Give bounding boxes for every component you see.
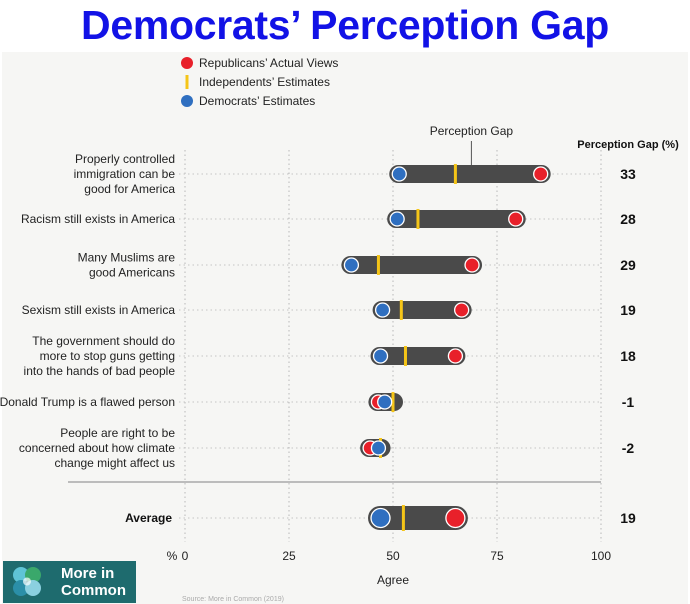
gap-value-5: -1 xyxy=(622,394,635,410)
independents-marker-0 xyxy=(453,164,457,184)
independents-marker-avg xyxy=(401,505,405,531)
republicans-point-0 xyxy=(533,166,549,182)
legend-marker-0 xyxy=(181,57,193,69)
gap-value-0: 33 xyxy=(620,166,636,182)
row-label-6: change might affect us xyxy=(54,456,175,470)
republicans-point-3 xyxy=(453,302,470,318)
democrats-point-2 xyxy=(343,257,360,273)
gap-bar-0 xyxy=(389,165,551,183)
x-tick-label-3: 75 xyxy=(490,549,504,563)
gap-value-avg: 19 xyxy=(620,510,636,526)
x-tick-label-2: 50 xyxy=(386,549,400,563)
gap-column-header: Perception Gap (%) xyxy=(577,139,679,151)
gap-bar-2 xyxy=(341,256,483,274)
democrats-point-1 xyxy=(389,211,405,227)
democrats-point-3 xyxy=(374,302,391,318)
gap-value-1: 28 xyxy=(620,211,636,227)
gap-bar-4 xyxy=(370,347,466,365)
legend-marker-2 xyxy=(181,95,193,107)
row-label-3: Sexism still exists in America xyxy=(22,303,176,317)
democrats-point-avg xyxy=(370,507,391,529)
row-label-0: Properly controlled xyxy=(75,152,175,166)
row-label-2: Many Muslims are xyxy=(78,251,176,265)
republicans-point-1 xyxy=(508,211,524,227)
row-label-2: good Americans xyxy=(89,266,175,280)
gap-bar-avg xyxy=(368,506,468,530)
chart-panel xyxy=(2,52,688,604)
gap-bar-3 xyxy=(372,301,472,319)
legend-marker-1 xyxy=(185,75,189,89)
source-note: Source: More in Common (2019) xyxy=(182,596,284,603)
independents-marker-4 xyxy=(403,346,407,366)
x-tick-label-1: 25 xyxy=(282,549,296,563)
row-label-6: People are right to be xyxy=(60,426,175,440)
logo-mark-icon xyxy=(13,567,41,596)
perception-gap-annotation: Perception Gap xyxy=(430,124,514,138)
logo-line-1: More in xyxy=(61,565,115,582)
independents-marker-3 xyxy=(399,300,403,320)
row-label-0: good for America xyxy=(84,182,175,196)
x-tick-label-0: 0 xyxy=(182,549,189,563)
legend-label-2: Democrats’ Estimates xyxy=(199,94,315,108)
row-label-0: immigration can be xyxy=(74,167,176,181)
row-label-5: Donald Trump is a flawed person xyxy=(0,395,175,409)
row-label-4: into the hands of bad people xyxy=(24,364,176,378)
logo-line-2: Common xyxy=(61,582,126,599)
legend-label-0: Republicans’ Actual Views xyxy=(199,56,338,70)
independents-marker-2 xyxy=(376,255,380,275)
republicans-point-2 xyxy=(464,257,480,273)
gap-value-3: 19 xyxy=(620,302,636,318)
row-label-1: Racism still exists in America xyxy=(21,212,175,226)
democrats-point-5 xyxy=(377,394,393,410)
independents-marker-1 xyxy=(416,209,420,229)
row-label-4: The government should do xyxy=(32,334,175,348)
row-label-6: concerned about how climate xyxy=(19,441,175,455)
gap-bar-1 xyxy=(387,210,526,228)
gap-value-6: -2 xyxy=(622,440,635,456)
democrats-point-0 xyxy=(391,166,407,182)
democrats-point-6 xyxy=(370,440,387,456)
gap-value-2: 29 xyxy=(620,257,636,273)
x-tick-label-4: 100 xyxy=(591,549,611,563)
more-in-common-logo: More in Common xyxy=(3,561,136,603)
democrats-point-4 xyxy=(372,348,389,364)
independents-marker-5 xyxy=(391,392,395,412)
republicans-point-4 xyxy=(447,348,464,364)
legend-label-1: Independents’ Estimates xyxy=(199,75,330,89)
gap-value-4: 18 xyxy=(620,348,636,364)
x-unit-label: % xyxy=(167,549,178,563)
average-label: Average xyxy=(125,511,172,525)
row-label-4: more to stop guns getting xyxy=(40,349,175,363)
x-axis-title: Agree xyxy=(377,573,409,587)
page-title: Democrats’ Perception Gap xyxy=(81,2,609,48)
republicans-point-avg xyxy=(445,507,466,529)
